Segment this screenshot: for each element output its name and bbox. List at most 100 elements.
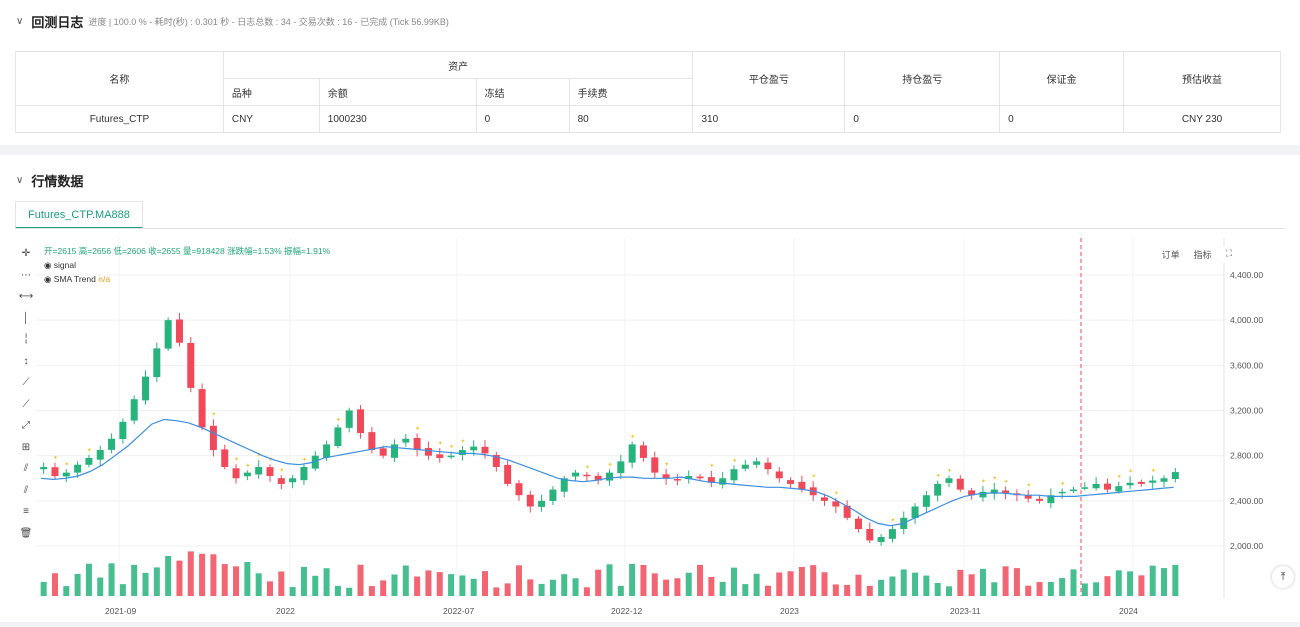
- volume-bar: [821, 572, 828, 596]
- trend-line-icon[interactable]: ⟋: [22, 377, 30, 389]
- volume-bar: [968, 574, 975, 596]
- volume-bar: [595, 569, 602, 596]
- candle-body: [187, 342, 195, 388]
- signal-mark: ✦: [992, 475, 997, 482]
- signal-mark: ✦: [460, 438, 465, 445]
- candle-body: [1092, 483, 1100, 489]
- extended-line-icon[interactable]: ⤢: [22, 420, 30, 432]
- chart-legend: 开=2615 高=2656 低=2606 收=2655 量=918428 涨跌幅…: [44, 244, 330, 286]
- horizontal-ray-icon[interactable]: ⋯: [21, 269, 31, 281]
- ray-icon[interactable]: ⟋: [22, 398, 30, 410]
- volume-bar: [810, 565, 817, 596]
- price-chart[interactable]: 4,400.00 4,000.00 3,600.00 3,200.00 2,800.00…: [36, 238, 1300, 622]
- candle-body: [504, 464, 512, 484]
- market-data-title: 行情数据: [31, 174, 84, 189]
- candle-body: [753, 461, 761, 465]
- candlestick-chart-svg[interactable]: 4,400.00 4,000.00 3,600.00 3,200.00 2,800.00…: [36, 238, 1300, 622]
- candle-body: [979, 491, 987, 498]
- volume-bar: [425, 570, 432, 596]
- volume-bar: [674, 578, 681, 596]
- candle-body: [243, 472, 251, 477]
- signal-mark: ✦: [732, 457, 737, 464]
- candle-body: [311, 455, 319, 469]
- header-est-profit: 预估收益: [1123, 51, 1281, 106]
- volume-bar: [255, 573, 262, 596]
- volume-bar: [923, 575, 930, 596]
- volume-bar: [357, 564, 364, 596]
- volume-bar: [391, 574, 398, 596]
- candle-body: [51, 467, 59, 477]
- volume-bar: [108, 563, 115, 596]
- volume-bar: [323, 568, 330, 596]
- chevron-down-icon[interactable]: ∨: [16, 16, 24, 27]
- cell-variety: CNY: [222, 105, 320, 133]
- candle-body: [1115, 486, 1123, 492]
- y-tick-label: 3,200.00: [1230, 406, 1263, 416]
- volume-bar: [176, 560, 183, 596]
- vertical-arrow-icon[interactable]: ↕: [23, 355, 29, 367]
- volume-bar: [561, 574, 568, 596]
- text-align-icon[interactable]: ≡: [23, 506, 29, 518]
- tab-divider: [15, 228, 1285, 229]
- x-tick-label: 2024: [1119, 606, 1138, 616]
- candle-body: [1069, 489, 1077, 492]
- volume-bar: [912, 572, 919, 596]
- trash-icon[interactable]: 🗑: [19, 527, 33, 539]
- candle-body: [990, 489, 998, 494]
- volume-bar: [900, 569, 907, 596]
- candle-body: [198, 389, 206, 428]
- candle-body: [119, 421, 127, 439]
- candle-body: [175, 319, 183, 343]
- volume-bar: [1002, 566, 1009, 596]
- volume-bar: [1115, 570, 1122, 596]
- candle-body: [662, 474, 670, 479]
- candle-body: [323, 444, 331, 458]
- y-tick-label: 2,800.00: [1230, 451, 1263, 461]
- parallel-channel-icon[interactable]: ⫽: [23, 463, 29, 475]
- candle-body: [945, 478, 953, 483]
- fib-channel-icon[interactable]: ⫽: [23, 484, 29, 496]
- tab-futures-ctp-ma888[interactable]: Futures_CTP.MA888: [15, 201, 143, 229]
- volume-bar: [583, 587, 590, 596]
- candle-body: [300, 466, 308, 481]
- horizontal-line-icon[interactable]: ⟷: [18, 291, 34, 303]
- candle-body: [289, 478, 297, 483]
- candle-body: [685, 476, 693, 480]
- eye-icon[interactable]: ◉: [44, 260, 52, 270]
- order-button[interactable]: 订单: [1157, 246, 1184, 263]
- indicator-button[interactable]: 指标: [1189, 246, 1216, 263]
- volume-bar: [346, 587, 353, 596]
- price-range-icon[interactable]: ⊞: [21, 441, 31, 453]
- market-data-header[interactable]: ∨ 行情数据: [16, 171, 83, 190]
- volume-bar: [1070, 569, 1077, 596]
- candle-body: [277, 478, 285, 484]
- x-tick-label: 2023: [780, 606, 799, 616]
- crosshair-icon[interactable]: ✛: [21, 248, 31, 260]
- vertical-segment-icon[interactable]: ╎: [22, 334, 30, 346]
- volume-bar: [979, 568, 986, 596]
- volume-bar: [414, 576, 421, 596]
- eye-icon[interactable]: ◉: [44, 274, 52, 284]
- header-assets: 资产: [222, 51, 694, 79]
- volume-bar: [606, 564, 613, 596]
- volume-bar: [63, 586, 70, 596]
- y-tick-label: 3,600.00: [1230, 360, 1263, 370]
- scroll-to-top-button[interactable]: ⤒: [1272, 566, 1294, 588]
- cell-name: Futures_CTP: [15, 105, 224, 133]
- candle-body: [787, 480, 795, 484]
- candle-body: [526, 494, 534, 507]
- cell-close-pnl: 310: [692, 105, 846, 133]
- candle-body: [1137, 481, 1145, 484]
- market-data-panel: ∨ 行情数据 Futures_CTP.MA888 ✛ ⋯ ⟷ │ ╎ ↕ ⟋ ⟋ ⤢ ⊞ ⫽ ⫽ ≡ 🗑 …: [0, 155, 1300, 622]
- signal-mark: ✦: [211, 411, 216, 418]
- chevron-down-icon[interactable]: ∨: [16, 175, 24, 186]
- volume-bar: [742, 584, 749, 596]
- x-tick-label: 2022: [276, 606, 295, 616]
- vertical-line-icon[interactable]: │: [22, 312, 30, 324]
- expand-icon[interactable]: ⛶: [1221, 246, 1236, 263]
- candle-body: [821, 497, 829, 501]
- backtest-log-header[interactable]: ∨ 回测日志 进度 | 100.0 % - 耗时(秒) : 0.301 秒 - …: [16, 12, 449, 31]
- cell-frozen: 0: [475, 105, 570, 133]
- candle-body: [560, 478, 568, 492]
- signal-mark: ✦: [415, 425, 420, 432]
